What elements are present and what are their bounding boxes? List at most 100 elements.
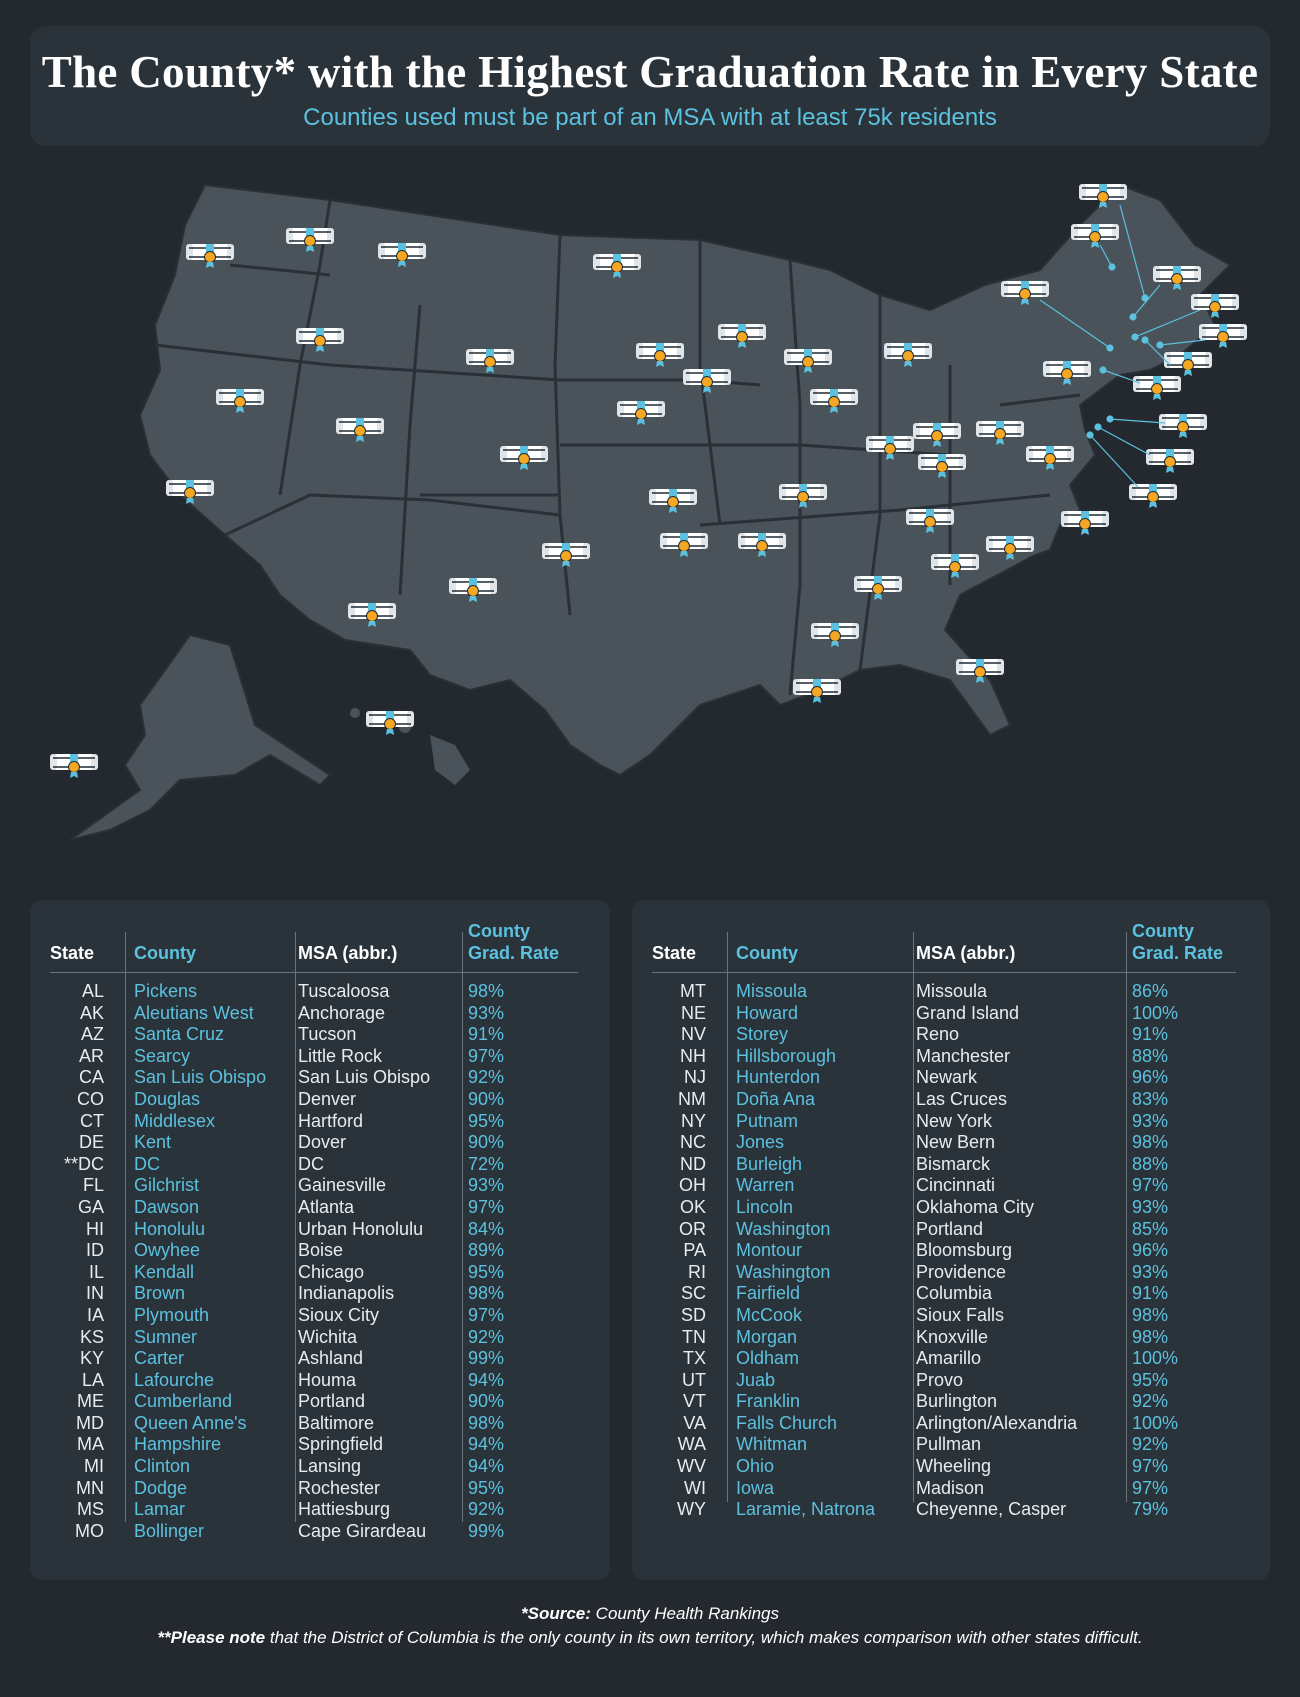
cell-msa: Gainesville — [298, 1175, 387, 1196]
cell-msa: Tuscaloosa — [298, 981, 390, 1001]
diploma-icon — [1145, 448, 1195, 474]
cell-state: RI — [688, 1261, 706, 1282]
cell-rate: 96% — [1132, 1240, 1169, 1261]
cell-msa: Lansing — [298, 1456, 362, 1477]
table-row: NJ Hunterdon Newark 96% — [652, 1067, 1236, 1089]
footer-source: *Source: County Health Rankings — [0, 1604, 1300, 1624]
cell-rate: 93% — [1132, 1196, 1169, 1217]
cell-county: Burleigh — [736, 1153, 803, 1174]
cell-county: Brown — [134, 1283, 186, 1304]
diploma-icon — [1132, 375, 1182, 401]
diploma-icon — [792, 678, 842, 704]
cell-rate: 98% — [1132, 1326, 1169, 1347]
table-row: RI Washington Providence 93% — [652, 1262, 1236, 1284]
table-row: CA San Luis Obispo San Luis Obispo 92% — [50, 1067, 578, 1089]
grad-table-right: State County MSA (abbr.) County Grad. Ra… — [652, 920, 1236, 1521]
cell-rate: 93% — [1132, 1261, 1169, 1282]
diploma-icon — [1128, 483, 1178, 509]
col-header-rate: County Grad. Rate — [448, 920, 578, 973]
cell-msa: Cape Girardeau — [298, 1520, 427, 1541]
cell-msa: Bismarck — [916, 1153, 991, 1174]
cell-msa: Reno — [916, 1024, 960, 1045]
diploma-icon — [1198, 323, 1248, 349]
table-row: NY Putnam New York 93% — [652, 1111, 1236, 1133]
cell-state: WY — [677, 1499, 706, 1520]
cell-county: Lafourche — [134, 1369, 215, 1390]
cell-county: Ohio — [736, 1456, 775, 1477]
page-subtitle: Counties used must be part of an MSA wit… — [303, 104, 997, 131]
table-row: IN Brown Indianapolis 98% — [50, 1283, 578, 1305]
cell-rate: 94% — [468, 1456, 505, 1477]
cell-state: NE — [680, 1002, 706, 1023]
cell-state: AZ — [80, 1024, 104, 1045]
cell-rate: 98% — [1132, 1304, 1169, 1325]
table-row: NH Hillsborough Manchester 88% — [652, 1046, 1236, 1068]
column-divider — [295, 932, 296, 1522]
cell-county: Oldham — [736, 1348, 800, 1369]
cell-county: Carter — [134, 1348, 185, 1369]
cell-state: OK — [679, 1196, 706, 1217]
col-header-rate-line2: Grad. Rate — [1132, 943, 1224, 963]
cell-msa: Oklahoma City — [916, 1196, 1035, 1217]
cell-state: VA — [683, 1412, 706, 1433]
cell-county: Hillsborough — [736, 1045, 837, 1066]
cell-county: Doña Ana — [736, 1088, 816, 1109]
cell-county: Dawson — [134, 1196, 200, 1217]
cell-state: AL — [81, 981, 104, 1001]
column-divider — [727, 932, 728, 1502]
cell-county: Middlesex — [134, 1110, 216, 1131]
cell-state: TN — [682, 1326, 706, 1347]
cell-state: FL — [82, 1175, 104, 1196]
us-map — [49, 183, 1248, 841]
cell-county: Jones — [736, 1132, 785, 1153]
table-row: MT Missoula Missoula 86% — [652, 973, 1236, 1003]
cell-county: Kent — [134, 1132, 172, 1153]
cell-county: Searcy — [134, 1045, 191, 1066]
cell-rate: 98% — [1132, 1132, 1169, 1153]
cell-county: Douglas — [134, 1088, 201, 1109]
cell-state: NY — [680, 1110, 706, 1131]
cell-rate: 93% — [468, 1175, 505, 1196]
cell-state: MD — [76, 1412, 104, 1433]
cell-rate: 100% — [1132, 1348, 1179, 1369]
cell-rate: 94% — [468, 1369, 505, 1390]
table-row: KS Sumner Wichita 92% — [50, 1327, 578, 1349]
cell-county: Washington — [736, 1218, 831, 1239]
cell-rate: 98% — [468, 981, 505, 1001]
cell-msa: Houma — [298, 1369, 357, 1390]
column-divider — [1126, 932, 1127, 1502]
cell-county: Aleutians West — [134, 1002, 254, 1023]
cell-rate: 95% — [468, 1261, 505, 1282]
cell-msa: Little Rock — [298, 1045, 383, 1066]
table-row: MD Queen Anne's Baltimore 98% — [50, 1413, 578, 1435]
cell-state: IA — [86, 1304, 104, 1325]
cell-county: Sumner — [134, 1326, 198, 1347]
cell-state: VT — [682, 1391, 706, 1412]
cell-state: ND — [680, 1153, 706, 1174]
cell-rate: 95% — [1132, 1369, 1169, 1390]
cell-msa: Hartford — [298, 1110, 364, 1131]
cell-msa: New Bern — [916, 1132, 996, 1153]
cell-state: UT — [682, 1369, 706, 1390]
cell-msa: Bloomsburg — [916, 1240, 1013, 1261]
cell-msa: Rochester — [298, 1477, 381, 1498]
footer-note-label: **Please note — [157, 1628, 266, 1647]
cell-msa: Grand Island — [916, 1002, 1020, 1023]
cell-county: Falls Church — [736, 1412, 838, 1433]
table-row: TN Morgan Knoxville 98% — [652, 1327, 1236, 1349]
table-row: SD McCook Sioux Falls 98% — [652, 1305, 1236, 1327]
table-panel-left: State County MSA (abbr.) County Grad. Ra… — [30, 900, 610, 1580]
cell-msa: Denver — [298, 1088, 357, 1109]
diploma-icon — [1163, 351, 1213, 377]
table-row: MI Clinton Lansing 94% — [50, 1456, 578, 1478]
cell-rate: 88% — [1132, 1153, 1169, 1174]
cell-msa: Chicago — [298, 1261, 365, 1282]
cell-state: CT — [80, 1110, 104, 1131]
cell-county: Dodge — [134, 1477, 188, 1498]
cell-county: Juab — [736, 1369, 776, 1390]
table-row: NV Storey Reno 91% — [652, 1024, 1236, 1046]
cell-rate: 99% — [468, 1348, 505, 1369]
cell-rate: 92% — [468, 1499, 505, 1520]
cell-rate: 92% — [1132, 1391, 1169, 1412]
cell-msa: Anchorage — [298, 1002, 386, 1023]
